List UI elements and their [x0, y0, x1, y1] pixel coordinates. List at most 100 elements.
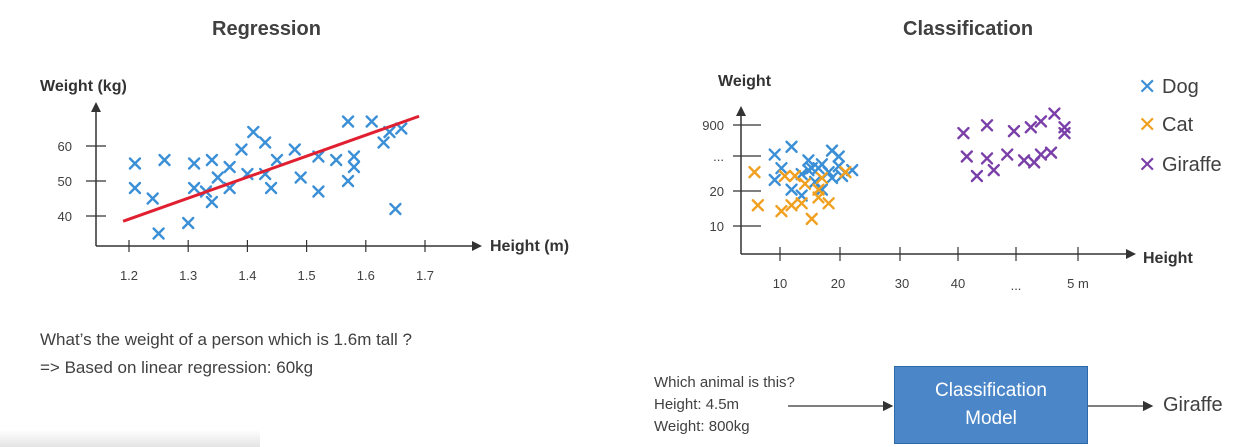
regression-point [294, 171, 307, 184]
giraffe-point [1034, 115, 1048, 128]
dog-point [825, 171, 839, 185]
giraffe-point [980, 119, 994, 132]
giraffe-point [1058, 126, 1071, 140]
classification-y-tick-label: 20 [710, 184, 724, 199]
regression-title: Regression [212, 18, 321, 40]
regression-point [330, 153, 343, 167]
query-text: Which animal is this? Height: 4.5m Weigh… [654, 372, 795, 438]
dog-point [805, 161, 818, 175]
cat-point [815, 171, 829, 185]
regression-y-tick-label: 40 [58, 209, 72, 224]
classification-ylabel: Weight [718, 73, 772, 90]
model-label-line-1: Classification [935, 380, 1047, 401]
regression-xlabel: Height (m) [490, 238, 570, 255]
regression-trend-line [122, 114, 420, 223]
regression-point [146, 192, 159, 205]
regression-y-arrow [91, 102, 101, 112]
classification-y-arrow [736, 106, 746, 116]
regression-x-arrow [472, 241, 482, 251]
dog-point [815, 183, 829, 196]
legend-item-dog: ✕ Dog [1138, 72, 1199, 102]
classification-x-tick-label: 40 [951, 276, 965, 291]
giraffe-point [1048, 107, 1061, 120]
regression-point [341, 115, 355, 128]
cat-marker-icon: ✕ [1138, 112, 1157, 137]
dog-point [785, 183, 798, 196]
dog-point [768, 173, 781, 187]
giraffe-point [987, 163, 1000, 177]
regression-point [181, 216, 195, 230]
legend-item-giraffe: ✕ Giraffe [1138, 150, 1222, 180]
classification-x-tick-label: 20 [831, 276, 845, 291]
legend-item-cat: ✕ Cat [1138, 110, 1193, 140]
dog-point [785, 140, 798, 153]
legend-label-dog: Dog [1162, 75, 1199, 98]
regression-point [270, 153, 284, 167]
cat-point [798, 177, 812, 191]
classification-x-tick-label: 5 m [1067, 276, 1089, 291]
regression-x-tick-label: 1.3 [179, 268, 197, 283]
classification-y-tick-label: 10 [710, 219, 724, 234]
classification-x-tick-label: 10 [773, 276, 787, 291]
regression-point [158, 153, 171, 167]
giraffe-point [1024, 121, 1038, 134]
regression-point [365, 115, 378, 128]
regression-point [264, 181, 278, 195]
cat-point [839, 165, 852, 179]
query-line-1: Which animal is this? [654, 374, 795, 391]
regression-answer: => Based on linear regression: 60kg [40, 358, 314, 377]
classification-x-tick-label: ... [1011, 278, 1022, 293]
cat-point [785, 199, 798, 212]
regression-point [288, 143, 301, 156]
cat-point [788, 169, 802, 183]
classification-result: Giraffe [1163, 394, 1223, 416]
cat-point [822, 197, 835, 210]
cat-point [751, 199, 765, 212]
legend-label-cat: Cat [1162, 113, 1194, 136]
regression-x-tick-label: 1.6 [357, 268, 375, 283]
giraffe-point [960, 150, 973, 163]
regression-point [187, 181, 201, 195]
regression-x-tick-label: 1.2 [120, 268, 138, 283]
regression-point [223, 160, 236, 174]
regression-point [211, 171, 225, 184]
giraffe-point [1007, 124, 1021, 138]
giraffe-point [1044, 146, 1058, 159]
regression-point [187, 157, 201, 170]
regression-point [152, 227, 165, 240]
classification-x-tick-label: 30 [895, 276, 909, 291]
regression-point [347, 150, 361, 163]
regression-point [377, 136, 390, 149]
regression-ylabel: Weight (kg) [40, 78, 127, 95]
giraffe-point [1017, 154, 1031, 167]
classification-y-tick-label: 900 [702, 118, 724, 133]
regression-point [347, 160, 361, 174]
classification-y-tick-label: ... [713, 149, 724, 164]
dog-point [795, 167, 808, 181]
regression-point [312, 185, 325, 198]
cat-point [812, 191, 825, 204]
dog-point [775, 161, 788, 175]
regression-y-tick-label: 50 [58, 174, 72, 189]
regression-point [205, 153, 219, 167]
regression-x-tick-label: 1.4 [238, 268, 256, 283]
dog-point [802, 154, 815, 167]
dog-point [846, 163, 859, 177]
query-line-2: Height: 4.5m [654, 396, 740, 413]
giraffe-point [970, 169, 984, 183]
regression-question: What’s the weight of a person which is 1… [40, 330, 412, 349]
giraffe-point [957, 126, 970, 140]
regression-x-tick-label: 1.5 [298, 268, 316, 283]
regression-point [389, 202, 402, 216]
dog-marker-icon: ✕ [1138, 74, 1157, 99]
cat-point [748, 165, 761, 179]
giraffe-point [980, 152, 994, 165]
regression-point [235, 143, 248, 156]
classification-xlabel: Height [1143, 250, 1193, 267]
cat-point [778, 169, 792, 183]
regression-y-tick-label: 60 [58, 139, 72, 154]
slide-shadow [0, 430, 260, 447]
